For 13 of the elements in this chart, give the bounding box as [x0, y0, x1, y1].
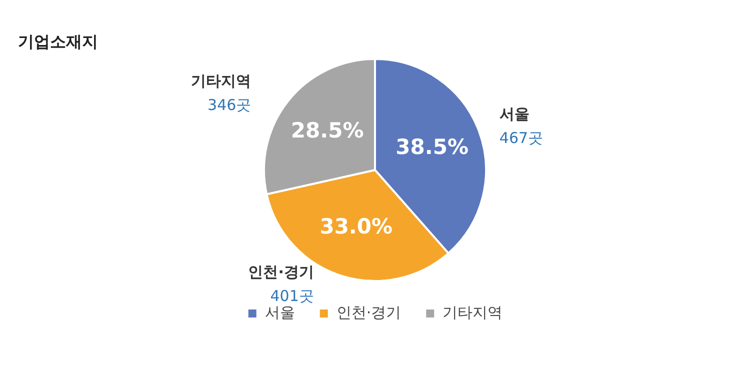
text: 346곳 [208, 96, 252, 114]
slice-label: 기타지역 [191, 72, 252, 90]
text: 기업소재지 [18, 32, 98, 53]
legend-label: 인천·경기 [336, 303, 402, 322]
slice-label: 서울 [499, 105, 530, 124]
text: 401곳 [270, 286, 314, 305]
slice-label: 인천·경기 [248, 262, 314, 281]
legend-label: 기타지역 [442, 303, 503, 322]
legend-label: 서울 [264, 303, 295, 322]
text: 467곳 [499, 129, 544, 148]
data-label: 38.5% [396, 134, 469, 159]
data-label: 33.0% [320, 214, 393, 239]
data-label: 28.5% [290, 118, 364, 142]
